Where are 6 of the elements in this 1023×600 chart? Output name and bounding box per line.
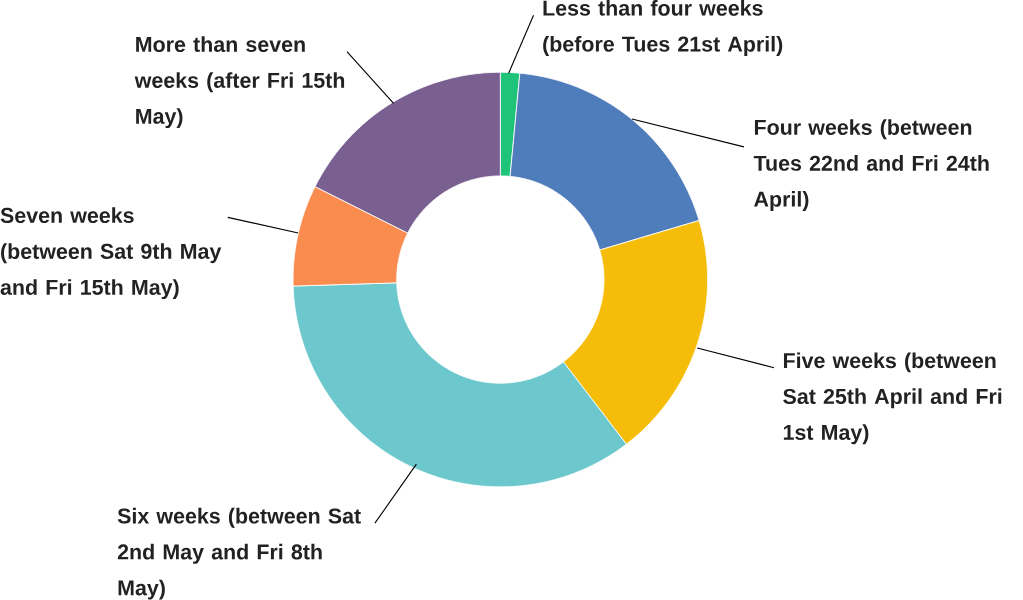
- slice-label: Six weeks (between Sat 2nd May and Fri 8th May): [117, 508, 361, 600]
- slice-label: Four weeks (between Tues 22nd and Fri 24th April): [753, 119, 989, 212]
- slice-label: Five weeks (between Sat 25th April and Fri 1st May): [783, 352, 1002, 445]
- slice-label: Seven weeks (between Sat 9th May and Fri 15th May): [0, 207, 222, 300]
- slice-label: Less than four weeks (before Tues 21st April): [543, 0, 783, 57]
- slice-label: More than seven weeks (after Fri 15th May): [134, 36, 345, 129]
